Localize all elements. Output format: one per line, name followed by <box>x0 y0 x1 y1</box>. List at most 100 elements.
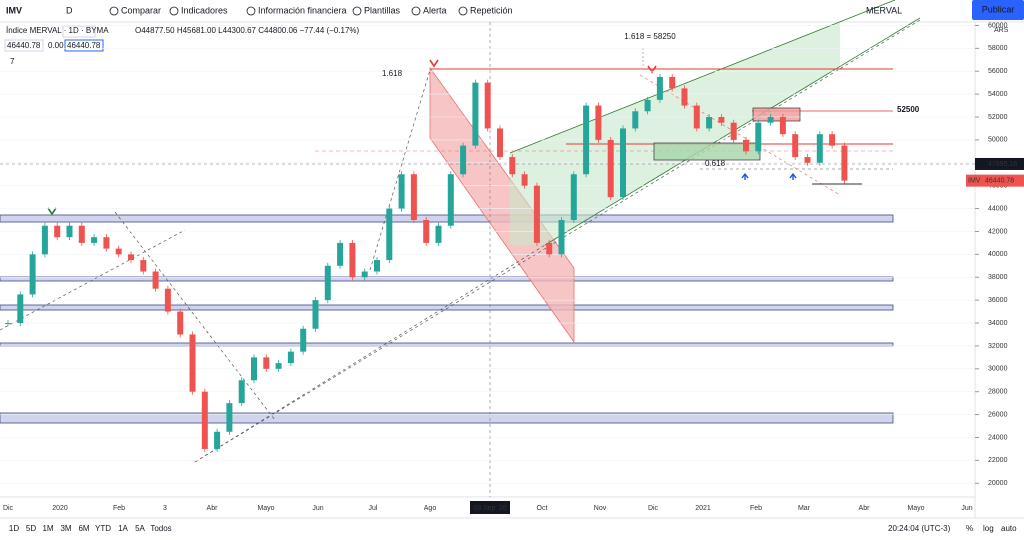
candle <box>410 174 417 221</box>
x-tick-label: Ago <box>424 505 437 512</box>
toolbar-item[interactable]: Alerta <box>423 5 447 15</box>
candle <box>570 174 577 221</box>
range-button[interactable]: Todos <box>150 524 171 533</box>
candle <box>386 208 393 261</box>
trend-line <box>639 74 841 196</box>
toolbar-item[interactable]: Información financiera <box>258 5 347 15</box>
range-button[interactable]: 3M <box>60 524 71 533</box>
toolbar-icon <box>352 6 362 16</box>
range-button[interactable]: 5A <box>135 524 145 533</box>
candle <box>66 225 73 238</box>
range-button[interactable]: 6M <box>78 524 89 533</box>
toolbar-item[interactable]: Indicadores <box>181 5 228 15</box>
publish[interactable]: Publicar <box>982 4 1015 14</box>
zone <box>0 342 894 347</box>
candle <box>238 380 245 404</box>
currency: ARS <box>994 27 1009 34</box>
arrow-up <box>789 172 797 180</box>
trend-line <box>114 211 276 421</box>
zone <box>0 412 894 424</box>
red-box <box>752 107 801 122</box>
y-tick-label: 56000 <box>988 68 1008 75</box>
candle <box>718 117 725 123</box>
y-tick-label: 32000 <box>988 343 1008 350</box>
candle <box>607 139 614 198</box>
range-button[interactable]: 5D <box>26 524 36 533</box>
y-tick-label: 60000 <box>988 22 1008 29</box>
candle <box>251 357 257 381</box>
candle <box>29 254 36 295</box>
x-tick-label: Oct <box>537 505 548 512</box>
crosshair-time-box <box>470 501 510 514</box>
symbol[interactable]: IMV <box>6 5 22 15</box>
y-tick-label: 28000 <box>988 389 1008 396</box>
candle <box>300 328 307 352</box>
candle <box>779 117 786 135</box>
candle <box>472 82 479 146</box>
toolbar-item[interactable]: Plantillas <box>364 5 401 15</box>
y-tick-label: 44000 <box>988 205 1008 212</box>
toolbar-item[interactable]: Comparar <box>121 5 161 15</box>
arrow-down <box>429 59 439 68</box>
x-tick-label: Jun <box>312 505 323 512</box>
y-tick-label: 38000 <box>988 274 1008 281</box>
x-tick-label: Nov <box>594 505 607 512</box>
candle <box>595 105 602 140</box>
candle <box>681 88 688 106</box>
candle <box>177 311 184 335</box>
range-button[interactable]: 1D <box>9 524 19 533</box>
range-button[interactable]: YTD <box>95 524 111 533</box>
candle <box>706 117 713 129</box>
y-tick-label: 52000 <box>988 114 1008 121</box>
trend-line <box>194 244 546 463</box>
candle <box>669 76 676 89</box>
candle <box>374 260 380 272</box>
green-channel <box>510 22 840 245</box>
candle <box>214 431 221 449</box>
input <box>62 25 96 38</box>
candle <box>54 225 61 238</box>
toolbar-item[interactable]: Repetición <box>470 5 513 15</box>
annotation: 1.618 <box>382 69 403 78</box>
candle <box>349 242 356 278</box>
candle <box>152 271 159 289</box>
zone <box>0 214 894 223</box>
y-tick-label: 22000 <box>988 457 1008 464</box>
candle <box>103 237 110 249</box>
candle <box>78 225 85 243</box>
x-tick-label: 2020 <box>52 505 68 512</box>
drawings <box>0 0 975 497</box>
x-tick-label: Feb <box>750 505 762 512</box>
candle <box>435 225 442 243</box>
candle <box>829 134 836 146</box>
legend-price: 46440.78 <box>7 41 41 50</box>
range-button[interactable]: 1A <box>118 524 128 533</box>
trend-line <box>369 69 431 271</box>
candle <box>275 363 282 369</box>
candle <box>693 105 700 129</box>
last-price-box <box>966 174 1024 187</box>
range-button[interactable]: 1M <box>42 524 53 533</box>
percent-toggle[interactable]: % <box>966 524 973 533</box>
y-tick-label: 20000 <box>988 480 1008 487</box>
arrow-down <box>47 207 57 216</box>
candle <box>632 111 639 129</box>
watch-symbol[interactable]: MERVAL <box>866 5 902 15</box>
auto-toggle[interactable]: auto <box>1001 524 1017 533</box>
x-tick-label: Dic <box>648 505 659 512</box>
candle <box>226 403 233 432</box>
publish-button[interactable] <box>972 0 1024 20</box>
candle <box>841 145 848 181</box>
candle <box>128 254 134 261</box>
x-tick-label: Feb <box>113 505 125 512</box>
y-tick-label: 40000 <box>988 251 1008 258</box>
interval[interactable]: D <box>66 5 73 15</box>
candle <box>17 294 24 324</box>
toolbar-icon <box>109 6 119 16</box>
toolbar-icon <box>246 6 256 16</box>
candle <box>312 300 319 329</box>
log-toggle[interactable]: log <box>983 524 994 533</box>
x-tick-label: Abr <box>859 505 871 512</box>
